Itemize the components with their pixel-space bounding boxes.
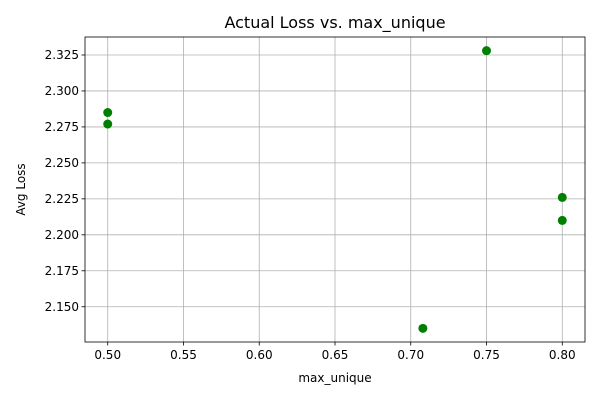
y-tick-label: 2.200	[45, 228, 79, 242]
data-points	[103, 46, 567, 333]
scatter-point	[103, 119, 113, 129]
y-tick-label: 2.300	[45, 84, 79, 98]
grid-lines	[85, 37, 585, 342]
y-axis-ticks: 2.150 2.175 2.200 2.225 2.250 2.275 2.300 2.325	[45, 48, 85, 314]
x-tick-label: 0.50	[94, 348, 121, 362]
x-tick-label: 0.75	[473, 348, 500, 362]
chart-title: Actual Loss vs. max_unique	[224, 13, 445, 33]
y-axis-title: Avg Loss	[14, 163, 28, 215]
x-axis-ticks: 0.50 0.55 0.60 0.65 0.70 0.75 0.80	[94, 342, 576, 362]
scatter-point	[482, 46, 492, 56]
scatter-point	[557, 215, 567, 225]
scatter-point	[103, 108, 113, 118]
y-tick-label: 2.175	[45, 264, 79, 278]
y-tick-label: 2.275	[45, 120, 79, 134]
x-tick-label: 0.70	[397, 348, 424, 362]
x-tick-label: 0.80	[549, 348, 576, 362]
y-tick-label: 2.250	[45, 156, 79, 170]
x-tick-label: 0.60	[246, 348, 273, 362]
x-tick-label: 0.65	[322, 348, 349, 362]
y-tick-label: 2.325	[45, 48, 79, 62]
y-tick-label: 2.150	[45, 300, 79, 314]
y-tick-label: 2.225	[45, 192, 79, 206]
x-tick-label: 0.55	[170, 348, 197, 362]
scatter-point	[557, 192, 567, 202]
scatter-point	[418, 323, 428, 333]
x-axis-title: max_unique	[298, 371, 371, 385]
